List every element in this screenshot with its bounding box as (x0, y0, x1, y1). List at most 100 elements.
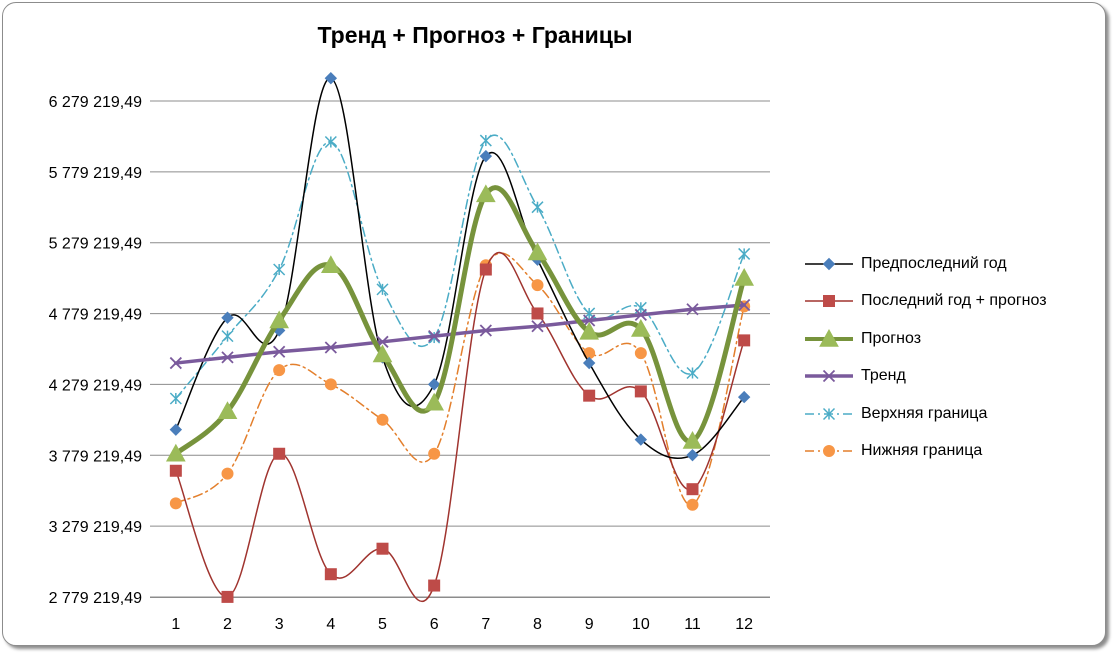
data-point (686, 448, 699, 462)
data-point (221, 311, 234, 324)
data-point (531, 279, 544, 292)
x-tick-label: 2 (223, 616, 232, 633)
data-point (527, 242, 548, 261)
data-point (738, 247, 751, 260)
x-tick-label: 8 (533, 616, 542, 633)
data-point (634, 347, 647, 360)
legend-label: Тренд (861, 367, 906, 385)
x-tick-label: 4 (326, 616, 335, 633)
legend-key (805, 445, 853, 458)
data-point (424, 392, 445, 411)
legend-label: Нижняя граница (861, 442, 983, 460)
data-point (221, 351, 234, 364)
y-tick-label: 2 779 219,49 (49, 590, 143, 607)
y-tick-label: 5 279 219,49 (49, 236, 143, 253)
data-point (579, 321, 600, 340)
y-tick-label: 3 779 219,49 (49, 448, 143, 465)
legend-key (805, 257, 853, 270)
data-point (324, 378, 337, 391)
data-point (427, 378, 441, 391)
gridlines (150, 100, 770, 598)
data-point (324, 341, 337, 354)
data-point (376, 283, 389, 296)
data-point (682, 430, 703, 449)
data-point (686, 483, 699, 496)
data-point (479, 263, 492, 276)
data-point (531, 307, 544, 320)
legend-marker (822, 370, 836, 383)
data-point (686, 303, 699, 316)
series-4 (169, 298, 751, 370)
x-tick-label: 11 (684, 616, 701, 633)
legend: Предпоследний год Последний год + прогноз… (803, 245, 1103, 470)
data-point (582, 356, 596, 370)
legend-item: Последний год + прогноз (803, 283, 1103, 321)
legend-label: Предпоследний год (861, 254, 1007, 272)
legend-item: Прогноз (803, 320, 1103, 358)
legend-label: Верхняя граница (861, 404, 988, 422)
data-point (221, 467, 234, 480)
legend-key (805, 370, 853, 383)
legend-key (805, 295, 853, 308)
legend-item: Тренд (803, 358, 1103, 396)
series-line (174, 303, 746, 365)
data-point (634, 433, 648, 446)
data-point (531, 201, 544, 214)
data-point (273, 364, 286, 377)
legend-marker (822, 407, 836, 420)
legend-key (805, 407, 853, 420)
data-point (169, 464, 182, 477)
data-point (372, 344, 393, 363)
legend-key (805, 328, 853, 347)
legend-item: Верхняя граница (803, 395, 1103, 433)
x-tick-label: 3 (275, 616, 284, 633)
data-point (479, 149, 493, 163)
data-point (324, 568, 337, 581)
data-point (634, 385, 647, 398)
data-point (428, 579, 441, 592)
data-point (165, 443, 186, 462)
data-point (475, 184, 496, 203)
data-point (273, 447, 286, 460)
data-point (630, 319, 651, 337)
data-point (428, 447, 441, 460)
data-point (583, 314, 596, 327)
legend-label: Прогноз (861, 329, 922, 347)
y-tick-label: 4 279 219,49 (49, 377, 143, 394)
data-point (169, 497, 182, 510)
data-point (428, 329, 441, 343)
data-point (634, 308, 647, 322)
legend-marker (823, 295, 835, 308)
data-point (217, 401, 238, 419)
legend-marker (822, 257, 836, 270)
series-line (173, 185, 747, 457)
data-point (479, 134, 492, 147)
x-tick-labels: 1 2 3 4 5 6 7 8 9 10 11 12 (171, 616, 753, 633)
y-tick-label: 3 279 219,49 (49, 519, 143, 536)
data-point (738, 334, 751, 347)
data-point (583, 389, 596, 402)
y-tick-label: 6 279 219,49 (49, 94, 143, 111)
data-point (376, 413, 389, 426)
data-point (221, 590, 234, 603)
data-point (273, 345, 286, 358)
x-tick-label: 9 (585, 616, 594, 633)
data-point (169, 356, 182, 370)
legend-marker (819, 328, 839, 347)
series-1 (169, 72, 751, 462)
data-point (320, 255, 341, 273)
x-tick-label: 10 (632, 616, 650, 633)
data-point (324, 72, 338, 85)
legend-item: Предпоследний год (803, 245, 1103, 283)
legend-item: Нижняя граница (803, 433, 1103, 471)
data-point (479, 324, 492, 337)
x-tick-label: 6 (430, 616, 439, 633)
data-point (737, 390, 751, 404)
x-tick-label: 5 (378, 616, 387, 633)
x-tick-label: 7 (481, 616, 490, 633)
data-point (324, 135, 337, 149)
series-3 (165, 184, 755, 462)
data-point (169, 392, 182, 405)
series-2 (169, 251, 751, 603)
